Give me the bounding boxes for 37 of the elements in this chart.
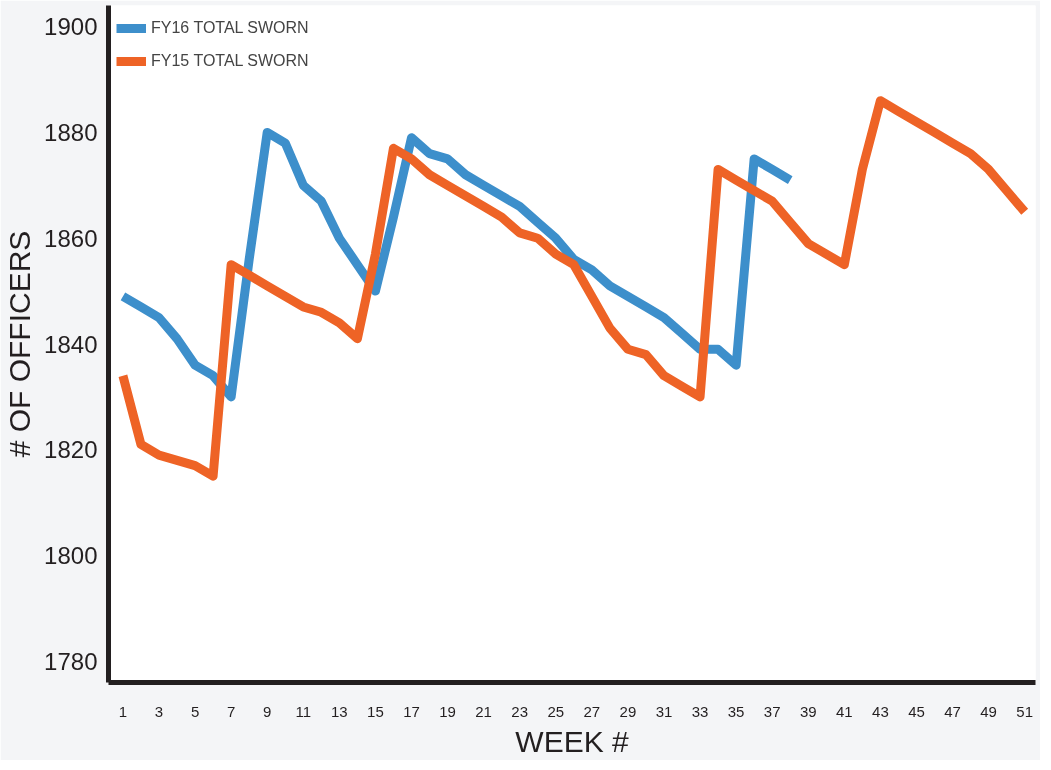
x-tick-label: 33 [691, 702, 709, 720]
x-tick-label: 41 [835, 702, 853, 720]
x-tick-label: 7 [226, 702, 236, 720]
legend-label: FY16 TOTAL SWORN [151, 19, 309, 37]
x-tick-label: 27 [583, 702, 601, 720]
x-tick-label: 29 [619, 702, 637, 720]
y-tick-label: 1780 [44, 647, 98, 675]
x-tick-label: 43 [872, 702, 889, 720]
x-tick-label: 13 [331, 702, 348, 720]
y-tick-label: 1820 [44, 436, 98, 464]
x-tick-label: 9 [263, 702, 272, 720]
x-tick-label: 47 [944, 702, 961, 720]
x-tick-label: 3 [154, 702, 164, 720]
x-tick-label: 51 [1016, 702, 1034, 720]
x-axis-title: WEEK # [515, 724, 629, 758]
y-axis-title: # OF OFFICERS [3, 230, 37, 458]
x-tick-label: 37 [763, 702, 781, 720]
x-tick-label: 45 [908, 702, 925, 720]
legend-label: FY15 TOTAL SWORN [151, 52, 309, 70]
x-tick-label: 25 [547, 702, 565, 720]
x-tick-label: 19 [439, 702, 456, 720]
y-tick-label: 1840 [44, 330, 98, 358]
x-tick-label: 11 [295, 702, 312, 720]
x-tick-label: 5 [190, 702, 200, 720]
x-tick-label: 31 [655, 702, 673, 720]
x-tick-label: 35 [727, 702, 745, 720]
x-tick-label: 17 [403, 702, 420, 720]
x-tick-label: 15 [367, 702, 384, 720]
x-tick-label: 21 [475, 702, 492, 720]
y-tick-label: 1860 [44, 224, 98, 252]
x-tick-label: 23 [511, 702, 529, 720]
y-tick-label: 1800 [44, 542, 98, 570]
y-tick-label: 1880 [44, 118, 98, 146]
y-tick-label: 1900 [44, 13, 98, 41]
x-tick-label: 39 [799, 702, 817, 720]
x-tick-label: 1 [118, 702, 128, 720]
x-tick-label: 49 [980, 702, 997, 720]
